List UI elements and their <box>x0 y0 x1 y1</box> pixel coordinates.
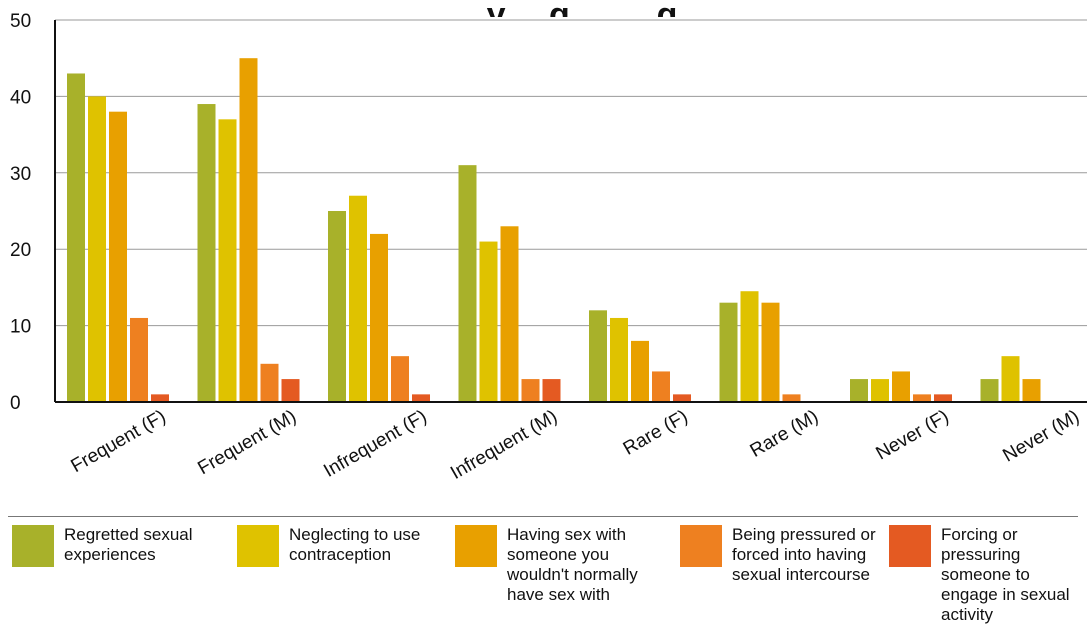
y-tick-label: 30 <box>10 164 31 185</box>
bar <box>913 394 931 402</box>
bar <box>782 394 801 402</box>
bar <box>349 195 367 402</box>
bar <box>328 211 346 402</box>
legend-label: Forcing or pressuring someone to engage … <box>941 525 1070 624</box>
bar <box>281 379 300 402</box>
bar <box>610 317 628 402</box>
legend-label: Being pressured or forced into having se… <box>732 525 876 584</box>
bar <box>239 58 258 402</box>
x-tick-label: Infrequent (F) <box>320 406 430 482</box>
bar <box>370 233 388 402</box>
y-tick-label: 20 <box>10 240 31 261</box>
chart-title: …y …g … …g <box>453 0 678 34</box>
legend-swatch <box>680 525 722 567</box>
bar <box>458 165 477 402</box>
bar <box>892 371 910 402</box>
bar <box>589 310 607 402</box>
bar <box>761 302 780 402</box>
bar <box>934 394 952 402</box>
legend-swatch <box>889 525 931 567</box>
y-tick-label: 40 <box>10 87 31 108</box>
bar <box>67 73 85 402</box>
bar <box>631 340 649 402</box>
y-axis-ticks: 0 10 20 30 40 50 <box>10 11 31 414</box>
x-tick-label: Frequent (F) <box>68 406 170 477</box>
bar <box>109 111 127 403</box>
bar <box>479 241 498 402</box>
x-tick-label: Rare (F) <box>620 406 692 460</box>
bar <box>412 394 430 402</box>
bar <box>719 302 738 402</box>
bar <box>130 317 148 402</box>
bar <box>391 356 409 402</box>
legend-label: Having sex with someone you wouldn't nor… <box>507 525 638 604</box>
bar <box>740 291 759 402</box>
y-tick-label: 0 <box>10 393 21 414</box>
x-tick-label: Never (F) <box>873 406 953 464</box>
bar <box>1022 379 1041 402</box>
bars <box>67 58 1041 403</box>
bar <box>1001 356 1020 402</box>
x-tick-label: Frequent (M) <box>194 406 300 479</box>
bar <box>218 119 237 402</box>
bar <box>673 394 691 402</box>
x-axis-labels: Frequent (F) Frequent (M) Infrequent (F) In… <box>68 406 1083 484</box>
legend-swatch <box>12 525 54 567</box>
y-tick-label: 10 <box>10 317 31 338</box>
legend-label: Regretted sexual experiences <box>64 525 193 564</box>
bar <box>980 379 999 402</box>
bar <box>521 379 540 402</box>
y-tick-label: 50 <box>10 11 31 32</box>
bar <box>88 96 106 403</box>
bar <box>850 379 868 402</box>
bar <box>542 379 561 402</box>
legend-swatch <box>237 525 279 567</box>
bar <box>260 363 279 402</box>
legend-swatch <box>455 525 497 567</box>
x-tick-label: Never (M) <box>999 406 1083 466</box>
bar <box>197 104 216 402</box>
x-tick-label: Infrequent (M) <box>447 406 561 484</box>
bar <box>871 379 889 402</box>
x-tick-label: Rare (M) <box>747 406 822 462</box>
bar <box>151 394 169 402</box>
bar <box>500 226 519 402</box>
legend: Regretted sexual experiences Neglecting t… <box>8 516 1078 624</box>
bar <box>652 371 670 402</box>
legend-label: Neglecting to use contraception <box>289 525 421 564</box>
